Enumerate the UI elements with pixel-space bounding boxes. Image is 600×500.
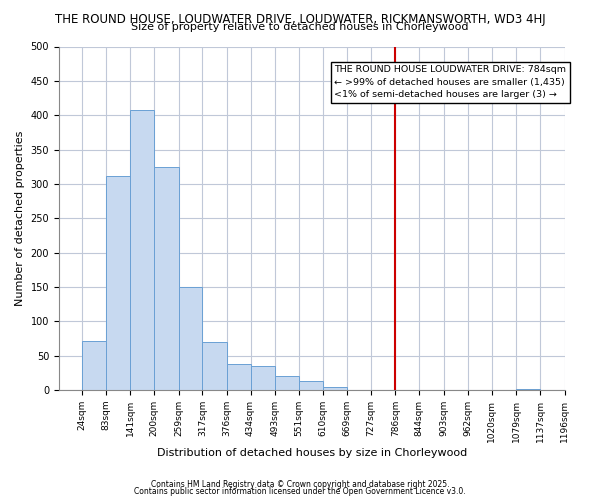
Text: Contains HM Land Registry data © Crown copyright and database right 2025.: Contains HM Land Registry data © Crown c… <box>151 480 449 489</box>
Text: Size of property relative to detached houses in Chorleywood: Size of property relative to detached ho… <box>131 22 469 32</box>
Bar <box>179 287 202 390</box>
Bar <box>299 381 323 390</box>
Bar <box>82 340 106 390</box>
Bar <box>106 176 130 390</box>
Bar <box>323 386 347 390</box>
Bar <box>227 364 251 390</box>
Bar <box>130 110 154 390</box>
Text: THE ROUND HOUSE, LOUDWATER DRIVE, LOUDWATER, RICKMANSWORTH, WD3 4HJ: THE ROUND HOUSE, LOUDWATER DRIVE, LOUDWA… <box>55 12 545 26</box>
Bar <box>202 342 227 390</box>
Y-axis label: Number of detached properties: Number of detached properties <box>15 130 25 306</box>
X-axis label: Distribution of detached houses by size in Chorleywood: Distribution of detached houses by size … <box>157 448 467 458</box>
Text: THE ROUND HOUSE LOUDWATER DRIVE: 784sqm
← >99% of detached houses are smaller (1: THE ROUND HOUSE LOUDWATER DRIVE: 784sqm … <box>334 66 566 100</box>
Bar <box>154 168 179 390</box>
Bar <box>275 376 299 390</box>
Text: Contains public sector information licensed under the Open Government Licence v3: Contains public sector information licen… <box>134 487 466 496</box>
Bar <box>251 366 275 390</box>
